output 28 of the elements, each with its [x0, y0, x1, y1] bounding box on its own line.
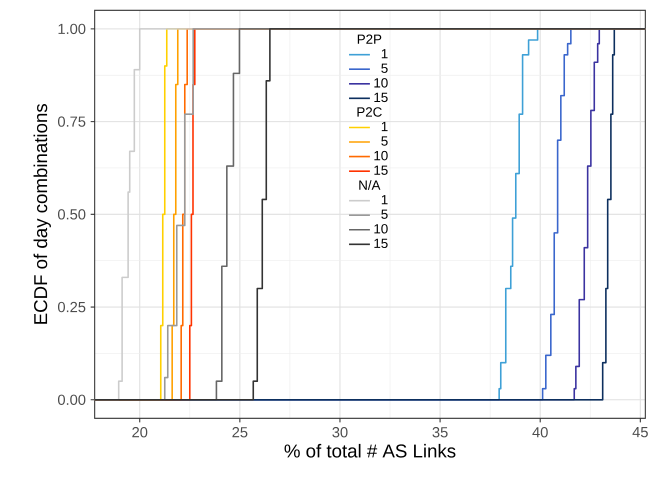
y-tick-label: 0.75: [58, 116, 86, 127]
legend-label: 15: [374, 166, 388, 175]
legend-label: 5: [381, 136, 388, 146]
y-tick-label: 1.00: [58, 24, 86, 34]
x-tick-label: 40: [532, 427, 548, 438]
legend-label: 1: [382, 195, 388, 204]
legend-label: 15: [374, 92, 388, 102]
y-tick-label: 0.25: [58, 302, 86, 312]
y-axis-title: ECDF of day combinations: [34, 104, 51, 324]
x-tick-label: 25: [232, 427, 248, 438]
legend-label: 10: [374, 78, 388, 88]
legend-label: 1: [382, 49, 388, 58]
x-tick-label: 35: [432, 427, 448, 438]
y-tick-label: 0.00: [58, 394, 86, 405]
legend-label: 5: [381, 210, 388, 219]
legend-label: 1: [382, 122, 388, 132]
legend-label: 10: [374, 150, 388, 160]
legend-label: 15: [374, 238, 388, 248]
legend-label: 5: [381, 64, 388, 73]
x-tick-label: 20: [132, 427, 148, 438]
legend-label: 10: [374, 224, 388, 234]
text: P2P: [358, 34, 382, 44]
x-tick-label: 30: [332, 427, 348, 438]
x-axis-title: % of total # AS Links: [284, 444, 456, 458]
text: N/A: [359, 180, 380, 190]
y-tick-label: 0.50: [58, 209, 86, 220]
x-tick-label: 45: [632, 427, 648, 438]
text: P2C: [357, 107, 382, 117]
